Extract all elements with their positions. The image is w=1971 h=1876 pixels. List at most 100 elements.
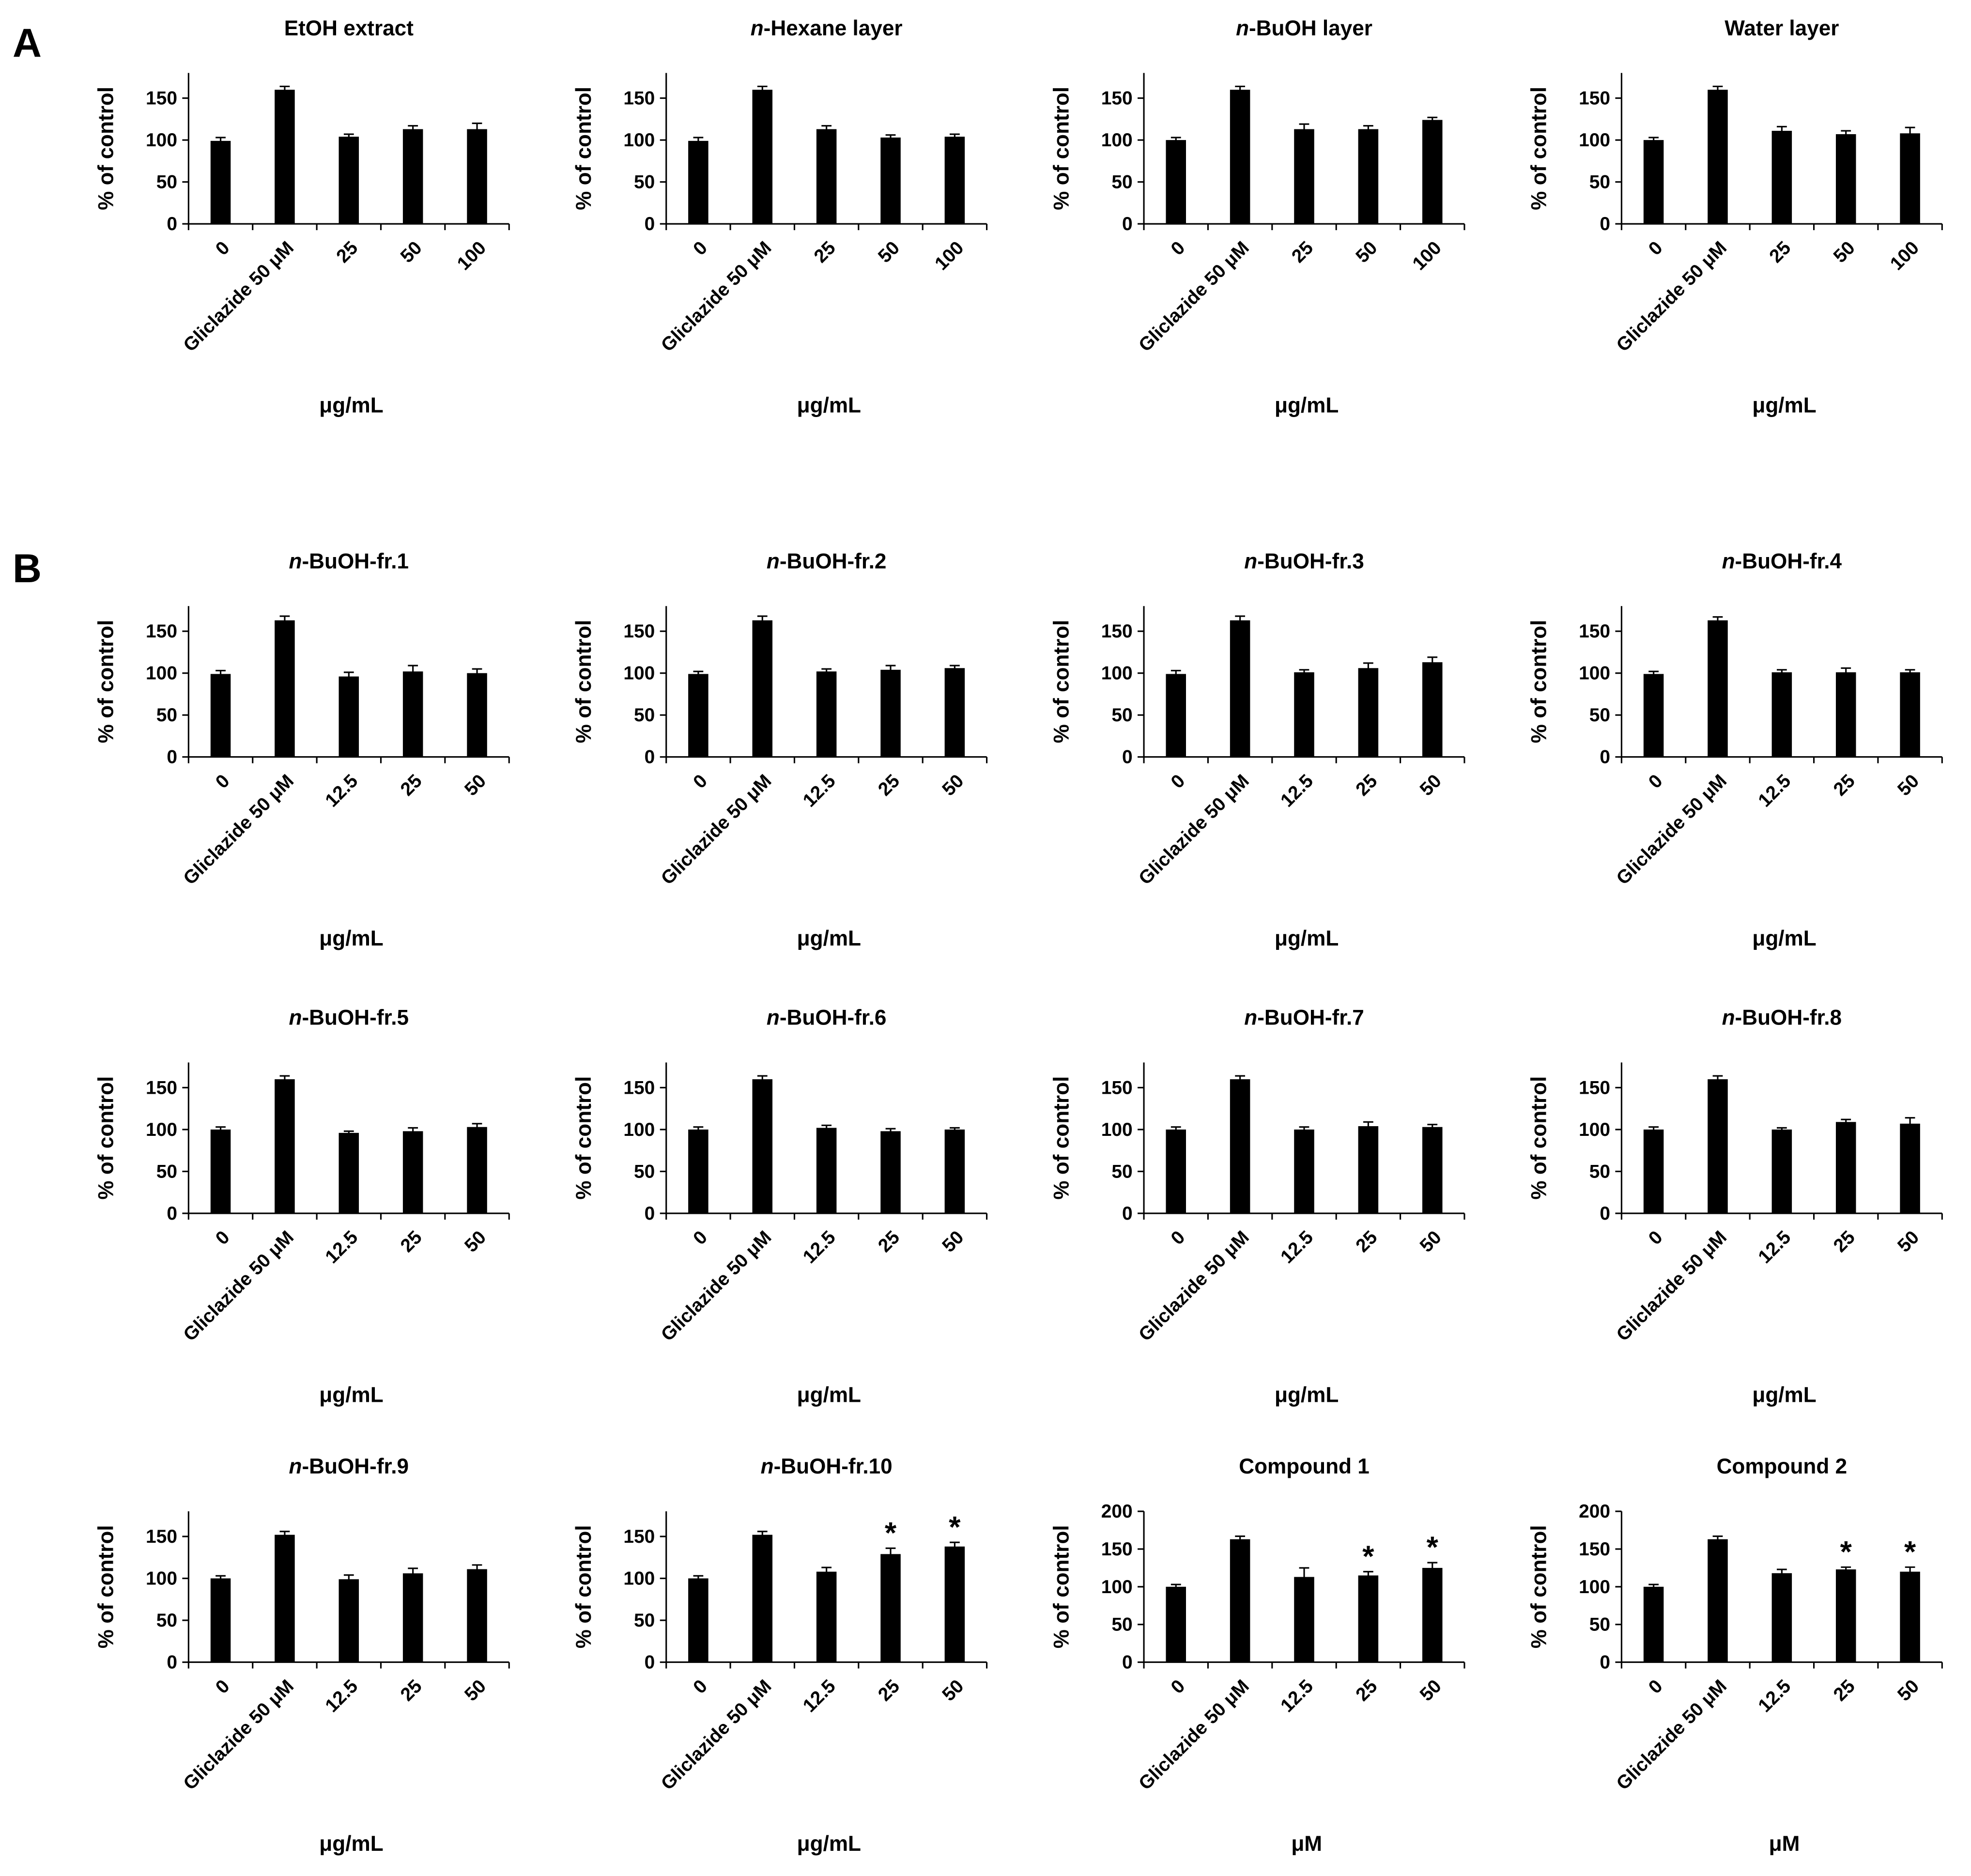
y-tick-label: 150 (1579, 1077, 1610, 1098)
x-tick-label: 25 (1352, 771, 1381, 800)
x-tick-label: 100 (931, 237, 968, 274)
y-tick-label: 50 (1111, 1614, 1132, 1635)
error-bar (1299, 123, 1309, 135)
error-bar (885, 1128, 896, 1135)
bar (1708, 1079, 1728, 1213)
error-bar (1648, 137, 1659, 143)
y-tick-label: 0 (1122, 747, 1133, 768)
x-axis-label: μg/mL (1752, 394, 1816, 418)
y-axis-label: % of control (1049, 1076, 1073, 1200)
chart-title: n-BuOH-fr.4 (1722, 549, 1842, 573)
bar (402, 129, 423, 224)
panel-label: B (13, 546, 42, 591)
bar (1422, 1567, 1443, 1662)
bar (1708, 620, 1728, 757)
bar (339, 676, 359, 757)
bar (752, 1079, 773, 1213)
error-bar (1648, 1126, 1659, 1133)
error-bar (1776, 1127, 1787, 1132)
x-tick-label: Gliclazide 50 μM (657, 1227, 776, 1346)
error-bar (693, 1575, 704, 1582)
y-tick-label: 50 (1589, 1614, 1610, 1635)
error-bar (821, 1124, 832, 1132)
y-tick-label: 0 (645, 1203, 655, 1224)
x-tick-label: 50 (1894, 771, 1923, 800)
x-tick-label: Gliclazide 50 μM (657, 1675, 776, 1794)
y-axis-label: % of control (1049, 1525, 1073, 1648)
y-tick-label: 150 (623, 88, 655, 109)
bar (467, 1569, 487, 1662)
error-bar (1427, 1123, 1438, 1131)
error-bar (1427, 1562, 1438, 1574)
bar (944, 1129, 965, 1213)
error-bar (885, 134, 896, 141)
error-bar (950, 1541, 960, 1552)
chart-title: n-BuOH-fr.9 (289, 1455, 409, 1478)
error-bar (1427, 656, 1438, 668)
error-bar (1841, 130, 1851, 139)
x-tick-label: 25 (397, 1675, 426, 1705)
y-tick-label: 0 (1600, 1652, 1610, 1673)
error-bar (1905, 126, 1915, 140)
error-bar (1427, 116, 1438, 124)
y-tick-label: 100 (1579, 1577, 1610, 1597)
x-axis-label: μg/mL (797, 394, 861, 418)
chart-title: n-BuOH-fr.2 (767, 549, 887, 573)
chart-title: n-BuOH layer (1236, 16, 1372, 40)
error-bar (1712, 1535, 1723, 1543)
bar (1900, 133, 1920, 224)
error-bar (757, 1075, 768, 1084)
y-axis-label: % of control (1527, 1525, 1551, 1648)
x-tick-label: 25 (332, 237, 362, 267)
y-tick-label: 150 (623, 1077, 655, 1098)
x-tick-label: 12.5 (321, 771, 362, 811)
x-tick-label: 0 (1167, 771, 1189, 793)
bar (467, 1127, 487, 1213)
x-tick-label: 0 (1645, 771, 1667, 793)
y-axis-label: % of control (94, 87, 118, 210)
bar (816, 129, 837, 224)
error-bar (757, 85, 768, 94)
chart-title: n-BuOH-fr.1 (289, 549, 409, 573)
y-axis-label: % of control (572, 87, 596, 210)
error-bar (408, 1567, 418, 1580)
y-axis-label: % of control (572, 620, 596, 744)
y-tick-label: 50 (1111, 1161, 1132, 1182)
error-bar (408, 1127, 418, 1135)
bar (1900, 1123, 1920, 1213)
bar (1230, 620, 1250, 757)
bar (1422, 1127, 1443, 1213)
x-axis-label: μg/mL (1275, 1383, 1339, 1407)
error-bar (1712, 616, 1723, 625)
y-tick-label: 0 (167, 1652, 177, 1673)
x-tick-label: 12.5 (1755, 1675, 1795, 1716)
significance-marker: * (1427, 1531, 1439, 1565)
error-bar (693, 1126, 704, 1133)
bar (1835, 134, 1856, 224)
error-bar (1170, 1583, 1181, 1590)
bar (880, 1554, 901, 1662)
bar (816, 671, 837, 757)
x-tick-label: 50 (397, 237, 426, 267)
x-axis-label: μg/mL (319, 1832, 383, 1856)
x-tick-label: 0 (689, 1675, 711, 1698)
y-tick-label: 50 (1111, 705, 1132, 726)
error-bar (821, 668, 832, 675)
x-tick-label: Gliclazide 50 μM (1613, 1675, 1731, 1794)
x-axis-label: μg/mL (1275, 394, 1339, 418)
bar (1900, 1571, 1920, 1662)
bar (210, 1578, 231, 1662)
x-tick-label: 0 (212, 771, 234, 793)
chart-title: EtOH extract (284, 16, 414, 40)
error-bar (1170, 669, 1181, 678)
bar (1294, 129, 1314, 224)
y-axis-label: % of control (1049, 87, 1073, 210)
error-bar (1841, 1566, 1851, 1573)
x-tick-label: 25 (1352, 1227, 1381, 1256)
chart-title: n-BuOH-fr.7 (1244, 1006, 1364, 1030)
chart-title: n-BuOH-fr.5 (289, 1006, 409, 1030)
x-tick-label: 0 (689, 1227, 711, 1249)
error-bar (472, 668, 482, 678)
error-bar (1170, 137, 1181, 143)
